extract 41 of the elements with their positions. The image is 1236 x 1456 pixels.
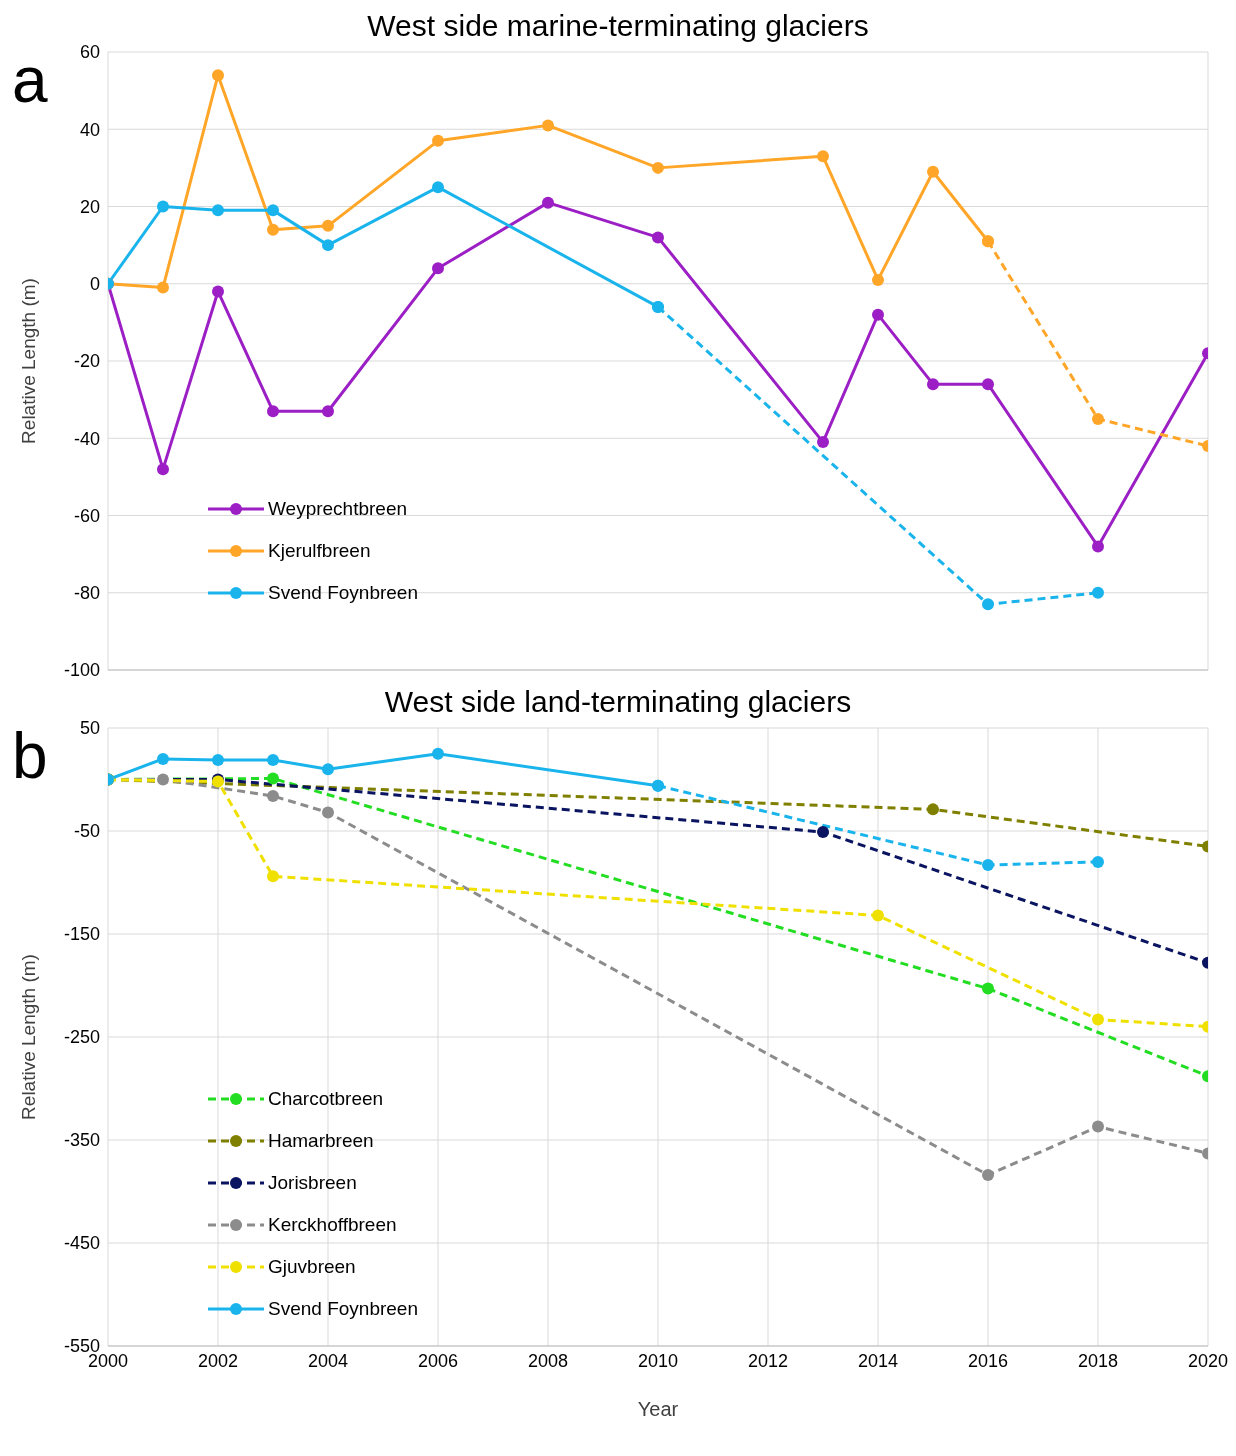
text: a [12,44,48,116]
y-tick-label: -100 [63,660,100,681]
x-tick-label: 2016 [967,1350,1009,1371]
y-tick-label: -40 [73,428,100,449]
y-tick-label: -20 [73,351,100,372]
x-tick-label: 2010 [637,1350,679,1371]
y-axis-title: Relative Length (m) [17,278,39,444]
x-tick-label: 2006 [417,1350,459,1371]
legend-label: Weyprechtbreen [268,498,408,520]
legend-label: Hamarbreen [268,1130,374,1152]
x-tick-label: 2008 [527,1350,569,1371]
y-tick-label: -60 [73,505,100,526]
legend-label: Gjuvbreen [268,1256,356,1278]
y-tick-label: 40 [79,119,100,140]
legend-label: Kerckhoffbreen [268,1214,397,1236]
y-tick-label: -250 [63,1027,100,1048]
x-tick-label: 2004 [307,1350,349,1371]
x-axis-title: Year [637,1398,679,1420]
y-tick-label: -80 [73,583,100,604]
y-tick-label: 50 [79,718,100,739]
legend-label: Jorisbreen [268,1172,357,1194]
legend-label: Svend Foynbreen [268,1298,418,1320]
y-tick-label: -150 [63,924,100,945]
text: b [12,720,48,792]
x-tick-label: 2012 [747,1350,789,1371]
legend-label: Kjerulfbreen [268,540,371,562]
y-tick-label: 0 [89,274,100,295]
x-tick-label: 2018 [1077,1350,1119,1371]
y-tick-label: -450 [63,1233,100,1254]
y-tick-label: 60 [79,42,100,63]
x-tick-label: 2002 [197,1350,239,1371]
legend-label: Svend Foynbreen [268,582,418,604]
y-tick-label: -50 [73,821,100,842]
x-tick-label: 2014 [857,1350,899,1371]
y-tick-label: -350 [63,1130,100,1151]
legend-label: Charcotbreen [268,1088,384,1110]
x-tick-label: 2020 [1187,1350,1229,1371]
y-axis-title: Relative Length (m) [17,954,39,1120]
y-tick-label: 20 [79,196,100,217]
chart-title: West side land-terminating glaciers [383,684,853,720]
chart-title: West side marine-terminating glaciers [366,8,870,44]
